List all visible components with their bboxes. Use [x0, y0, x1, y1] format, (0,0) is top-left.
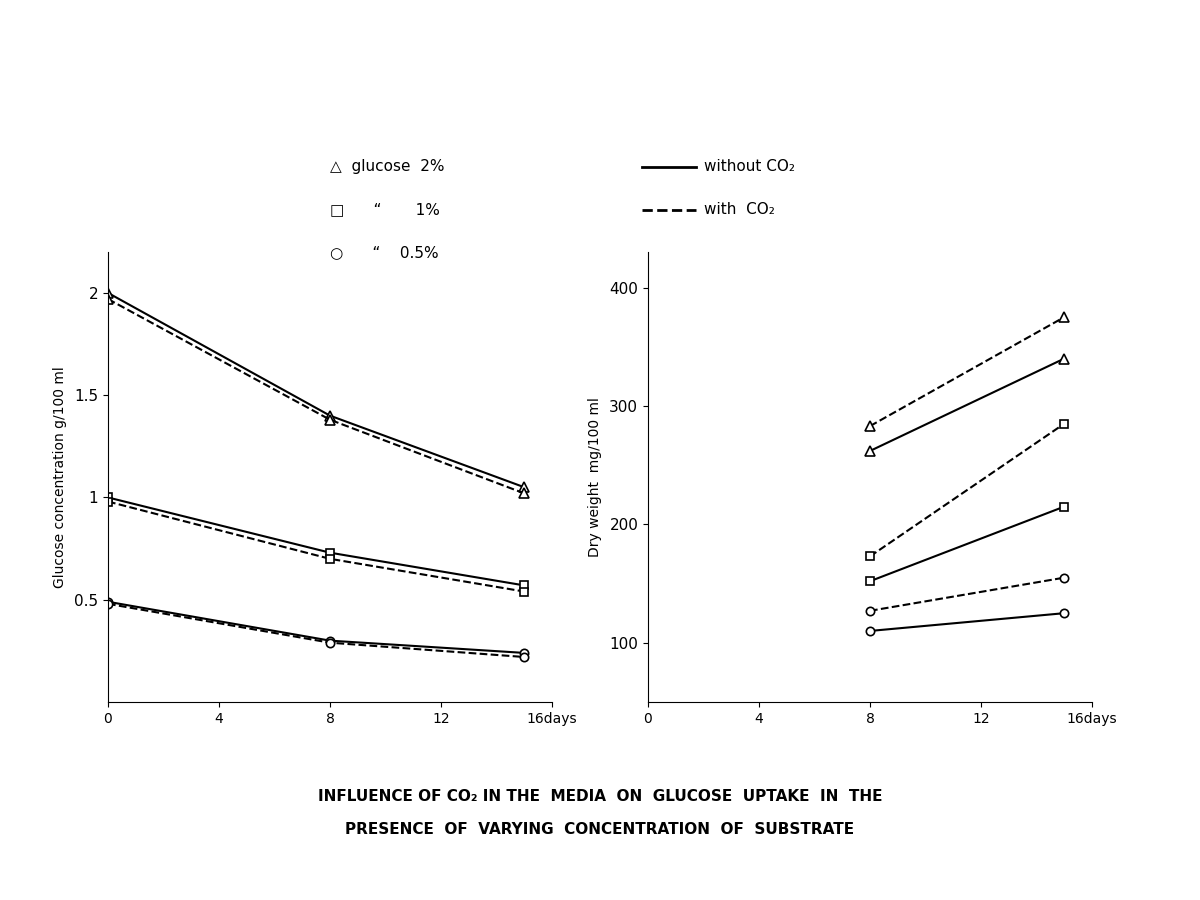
Y-axis label: Dry weight  mg/100 ml: Dry weight mg/100 ml	[588, 397, 602, 557]
Text: without CO₂: without CO₂	[704, 159, 796, 174]
Text: with  CO₂: with CO₂	[704, 202, 775, 217]
Text: □      “       1%: □ “ 1%	[330, 202, 440, 217]
Text: PRESENCE  OF  VARYING  CONCENTRATION  OF  SUBSTRATE: PRESENCE OF VARYING CONCENTRATION OF SUB…	[346, 823, 854, 837]
Text: INFLUENCE OF CO₂ IN THE  MEDIA  ON  GLUCOSE  UPTAKE  IN  THE: INFLUENCE OF CO₂ IN THE MEDIA ON GLUCOSE…	[318, 789, 882, 804]
Text: △  glucose  2%: △ glucose 2%	[330, 159, 444, 174]
Text: ○      “    0.5%: ○ “ 0.5%	[330, 246, 439, 260]
Y-axis label: Glucose concentration g/100 ml: Glucose concentration g/100 ml	[53, 366, 67, 588]
